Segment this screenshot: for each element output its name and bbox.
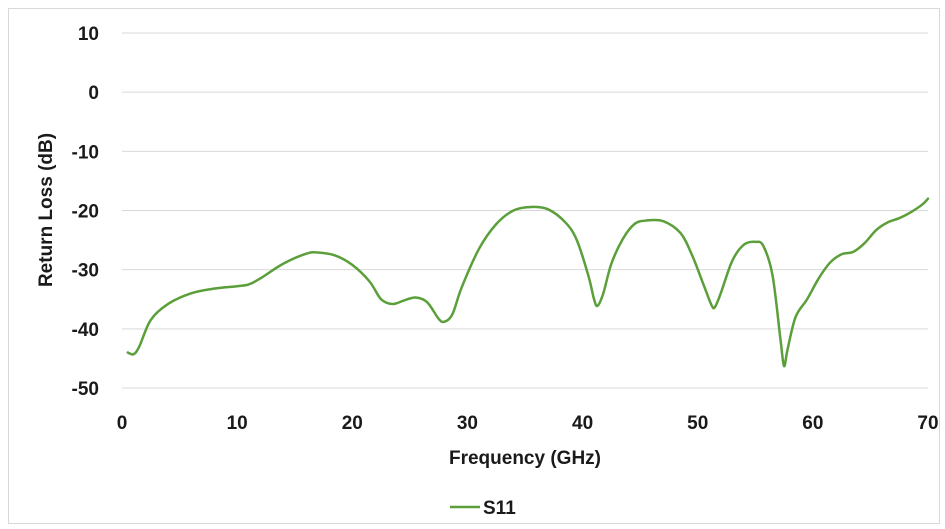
y-tick-label: -20: [72, 202, 99, 223]
x-tick-label: 70: [917, 413, 938, 434]
y-tick-label: -10: [72, 142, 99, 163]
y-tick-label: -30: [72, 261, 99, 282]
y-tick-label: 0: [88, 83, 99, 104]
chart-frame: [8, 8, 940, 524]
x-tick-label: 60: [802, 413, 823, 434]
y-tick-label: 10: [78, 24, 99, 45]
x-tick-label: 20: [342, 413, 363, 434]
x-tick-label: 50: [687, 413, 708, 434]
x-tick-labels: 0 10 20 30 40 50 60 70: [117, 413, 939, 434]
x-tick-label: 40: [572, 413, 593, 434]
y-tick-label: -50: [72, 379, 99, 400]
x-axis-title: Frequency (GHz): [449, 448, 601, 469]
legend-label-s11: S11: [483, 498, 516, 519]
y-tick-label: -40: [72, 320, 99, 341]
x-tick-label: 10: [227, 413, 248, 434]
series-line-s11: [126, 197, 930, 368]
y-axis-title: Return Loss (dB): [36, 133, 57, 287]
y-tick-labels: 10 0 -10 -20 -30 -40 -50: [72, 24, 99, 400]
gridlines: [122, 32, 928, 389]
legend: S11: [450, 498, 516, 519]
x-tick-label: 30: [457, 413, 478, 434]
x-tick-label: 0: [117, 413, 128, 434]
